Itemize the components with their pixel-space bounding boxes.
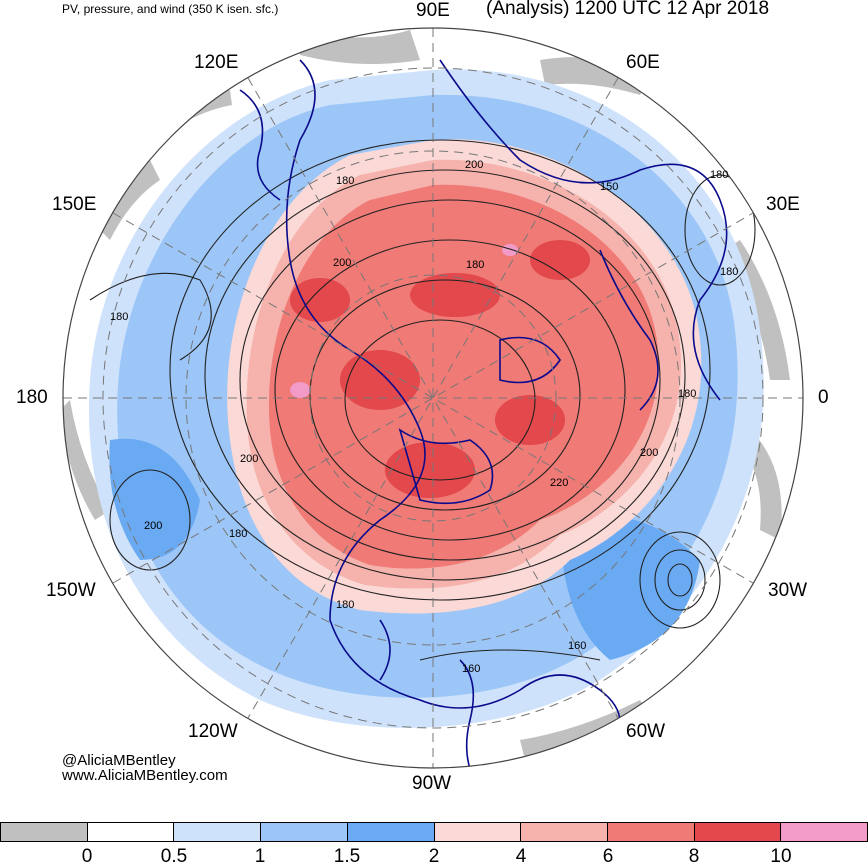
contour-label: 200 [240, 453, 258, 465]
colorbar-tick: 6 [602, 846, 614, 867]
lon-label-120w: 120W [188, 721, 238, 742]
lon-label-120e: 120E [194, 52, 239, 73]
credit-site: www.AliciaMBentley.com [62, 767, 228, 784]
lon-label-90e: 90E [416, 0, 450, 21]
contour-label: 180 [466, 259, 484, 271]
colorbar-tick: 4 [515, 846, 527, 867]
graticule [63, 28, 803, 768]
colorbar-tick: 1.5 [333, 846, 361, 867]
contour-label: 180 [336, 175, 354, 187]
colorbar-swatch [521, 822, 608, 842]
contour-label: 150 [600, 181, 618, 193]
colorbar-swatch [781, 822, 868, 842]
contour-labels: 200 180 180 150 180 200 180 180 200 200 … [110, 159, 738, 675]
contour-label: 160 [462, 663, 480, 675]
colorbar-tick: 2 [428, 846, 440, 867]
contour-label: 160 [568, 640, 586, 652]
colorbar-swatch [607, 822, 695, 842]
colorbar-tick: 1 [254, 846, 266, 867]
lon-label-180: 180 [16, 387, 48, 408]
colorbar-tick: 10 [770, 846, 792, 867]
lon-label-90w: 90W [412, 773, 452, 794]
contour-label: 200 [333, 257, 351, 269]
lon-label-150w: 150W [46, 580, 96, 601]
colorbar-swatch [0, 822, 88, 842]
lon-label-60w: 60W [626, 721, 666, 742]
coastlines [239, 59, 728, 768]
lon-label-0: 0 [818, 387, 829, 408]
lon-label-30w: 30W [768, 580, 808, 601]
contour-label: 180 [720, 266, 738, 278]
contour-label: 180 [678, 388, 696, 400]
globe-boundary [62, 27, 804, 769]
contour-label: 180 [229, 528, 247, 540]
valid-time-title: (Analysis) 1200 UTC 12 Apr 2018 [486, 0, 770, 19]
contour-label: 220 [550, 477, 568, 489]
colorbar-tick: 0 [81, 846, 93, 867]
contour-label: 200 [465, 159, 483, 171]
colorbar-tick: 0.5 [160, 846, 188, 867]
colorbar-swatch [347, 822, 435, 842]
contour-label: 180 [710, 169, 728, 181]
lon-label-30e: 30E [766, 194, 800, 215]
contour-label: 200 [640, 447, 658, 459]
contour-label: 200 [144, 520, 162, 532]
colorbar-swatch [261, 822, 348, 842]
colorbar [0, 822, 868, 844]
colorbar-swatch [174, 822, 262, 842]
lon-label-60e: 60E [626, 52, 660, 73]
colorbar-swatch [694, 822, 782, 842]
pressure-contours [89, 139, 756, 661]
colorbar-swatch [434, 822, 522, 842]
contour-label: 180 [110, 311, 128, 323]
product-title: PV, pressure, and wind (350 K isen. sfc.… [62, 2, 279, 16]
colorbar-swatch [87, 822, 175, 842]
credit-handle: @AliciaMBentley [62, 752, 176, 769]
colorbar-tick: 8 [688, 846, 700, 867]
lon-label-150e: 150E [52, 194, 97, 215]
contour-label: 180 [336, 599, 354, 611]
